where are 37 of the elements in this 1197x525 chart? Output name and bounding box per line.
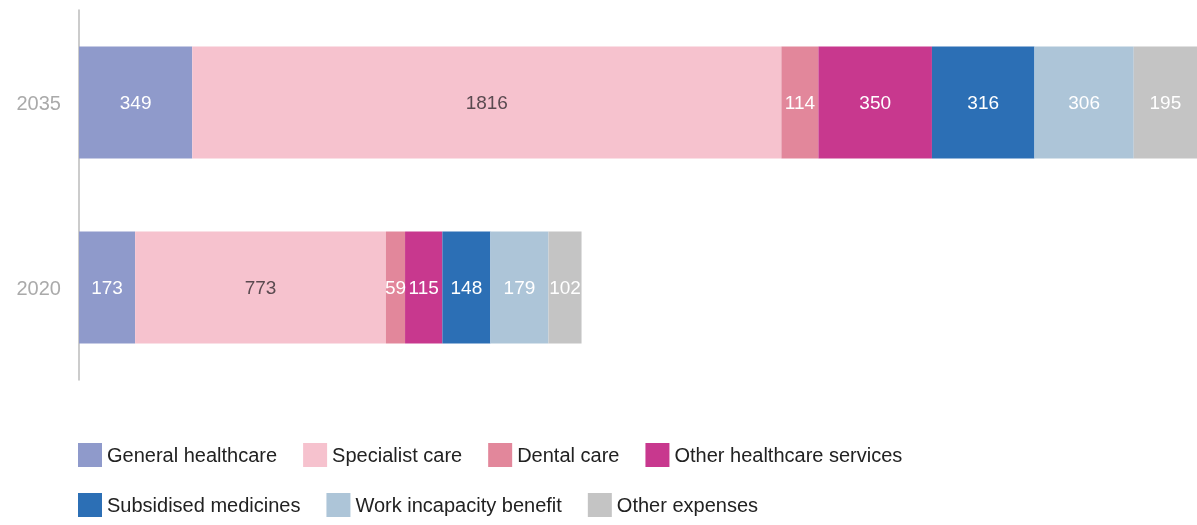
bar bbox=[548, 231, 582, 344]
legend-label: Other healthcare services bbox=[674, 444, 903, 466]
legend-label: General healthcare bbox=[107, 444, 278, 466]
bar bbox=[79, 46, 193, 159]
data-label: 59 bbox=[384, 277, 407, 298]
data-label: 350 bbox=[859, 92, 892, 113]
bar bbox=[442, 231, 491, 344]
data-label: 773 bbox=[244, 277, 277, 298]
bar bbox=[385, 231, 406, 344]
legend-label: Subsidised medicines bbox=[107, 494, 301, 516]
bar bbox=[79, 231, 136, 344]
bar bbox=[1034, 46, 1134, 159]
data-label: 148 bbox=[450, 277, 483, 298]
bar bbox=[192, 46, 782, 159]
data-label: 173 bbox=[91, 277, 123, 298]
legend-label: Dental care bbox=[517, 444, 620, 466]
data-label: 1816 bbox=[465, 92, 508, 113]
data-label: 114 bbox=[784, 92, 816, 113]
legend-label: Specialist care bbox=[332, 444, 463, 466]
bar bbox=[931, 46, 1035, 159]
legend-label: Other expenses bbox=[616, 494, 759, 516]
data-label: 115 bbox=[408, 277, 439, 298]
data-label: 349 bbox=[119, 92, 152, 113]
data-label: 316 bbox=[967, 92, 1000, 113]
legend-label: Work incapacity benefit bbox=[355, 494, 563, 516]
data-label: 102 bbox=[549, 277, 581, 298]
bar bbox=[781, 46, 819, 159]
data-label: 306 bbox=[1068, 92, 1100, 113]
y-tick-label: 2035 bbox=[16, 91, 61, 114]
y-tick-label: 2020 bbox=[16, 276, 61, 299]
bar bbox=[490, 231, 549, 344]
bar bbox=[1133, 46, 1197, 159]
data-label: 179 bbox=[503, 277, 536, 298]
data-label: 195 bbox=[1149, 92, 1182, 113]
bar bbox=[405, 231, 443, 344]
bar bbox=[135, 231, 386, 344]
bar bbox=[818, 46, 932, 159]
